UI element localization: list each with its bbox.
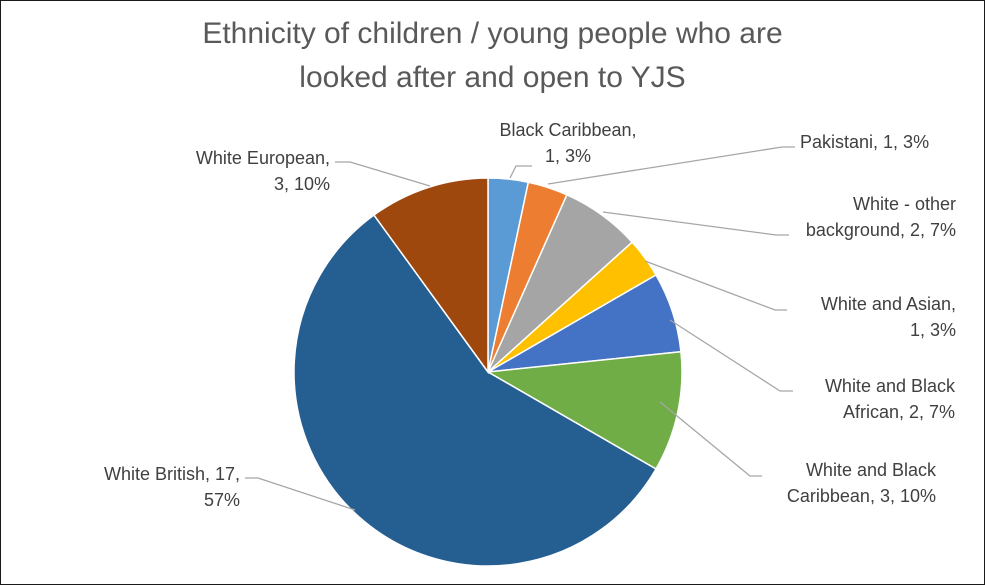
data-label: White British, 17, — [104, 464, 240, 484]
leader-line — [335, 161, 431, 187]
pie-slice-white-and-black-caribbean — [485, 350, 683, 471]
pie-slices — [293, 177, 683, 567]
leader-line — [547, 146, 795, 185]
data-label: Black Caribbean, — [499, 120, 636, 140]
data-label: White and Asian, — [821, 294, 956, 314]
data-label: White - other — [853, 194, 956, 214]
data-label: White and Black — [806, 460, 937, 480]
leader-line — [659, 401, 762, 477]
data-label: Caribbean, 3, 10% — [787, 486, 936, 506]
data-label: 1, 3% — [910, 320, 956, 340]
leader-line — [245, 477, 356, 511]
data-label: White and Black — [825, 376, 956, 396]
chart-title-line-2: looked after and open to YJS — [299, 61, 686, 94]
data-label: 57% — [204, 490, 240, 510]
leader-line — [509, 165, 532, 179]
data-label: Pakistani, 1, 3% — [800, 132, 929, 152]
pie-slice-white-british — [293, 214, 658, 567]
pie-slice-white-european — [372, 177, 489, 375]
leader-line — [602, 211, 789, 236]
data-label: 1, 3% — [545, 146, 591, 166]
leader-line — [669, 319, 793, 392]
data-label: African, 2, 7% — [843, 402, 955, 422]
leader-line — [644, 260, 787, 311]
data-label: background, 2, 7% — [806, 220, 956, 240]
data-labels: Black Caribbean, 1, 3% Pakistani, 1, 3% Whi… — [104, 120, 956, 510]
data-label: White European, — [196, 148, 330, 168]
leader-lines — [245, 146, 795, 511]
data-label: 3, 10% — [274, 174, 330, 194]
chart-title-line-1: Ethnicity of children / young people who… — [202, 17, 783, 50]
